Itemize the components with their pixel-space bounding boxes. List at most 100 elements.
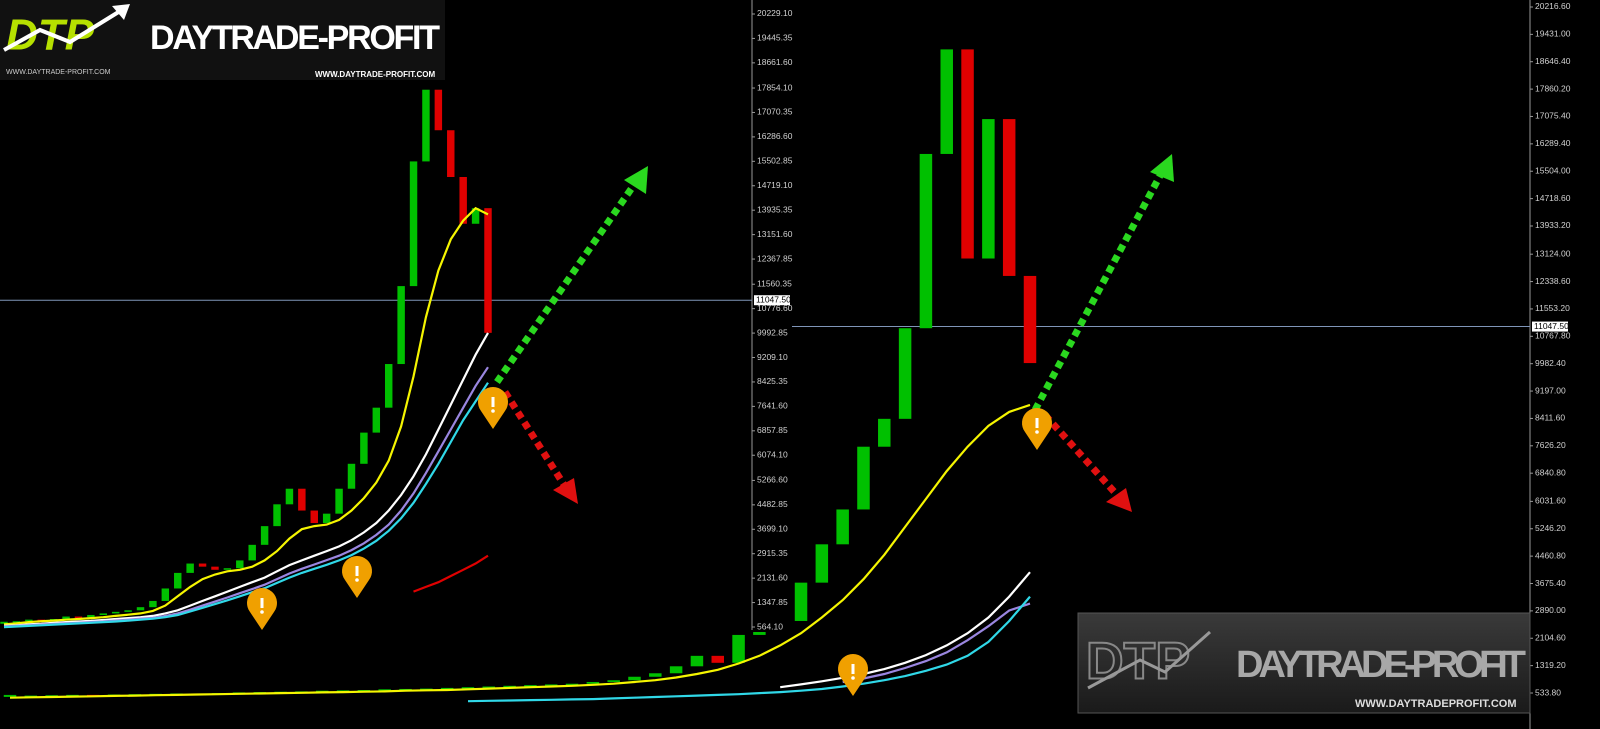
candle — [898, 328, 912, 419]
y-tick-label: 20229.10 — [757, 8, 793, 18]
ma-line — [3, 206, 489, 626]
candle — [940, 49, 953, 154]
candle — [794, 582, 808, 621]
candle — [198, 563, 207, 567]
candle — [440, 687, 454, 690]
y-tick-label: 13124.00 — [1535, 248, 1571, 258]
candle — [397, 286, 405, 365]
candle — [815, 544, 829, 583]
candle — [124, 610, 132, 612]
candle — [471, 208, 480, 224]
candle — [378, 689, 391, 691]
candle — [322, 513, 331, 524]
candle — [87, 614, 95, 618]
y-tick-label: 3699.10 — [757, 524, 788, 534]
y-tick-label: 8411.60 — [1535, 413, 1565, 423]
y-tick-label: 15504.00 — [1535, 165, 1571, 175]
candle — [347, 463, 356, 489]
y-tick-label: 10776.60 — [757, 303, 793, 313]
logo-bg — [1077, 612, 1531, 714]
candle — [459, 176, 467, 224]
y-tick-label: 1347.85 — [757, 597, 788, 607]
candle — [161, 588, 170, 601]
candle — [961, 49, 974, 259]
candle — [3, 694, 17, 697]
candle — [1023, 275, 1037, 364]
y-tick-label: 564.10 — [757, 621, 783, 631]
y-tick-label: 17075.40 — [1535, 111, 1571, 121]
candle — [62, 616, 70, 620]
y-tick-label: 17854.10 — [757, 82, 793, 92]
y-tick-label: 11560.35 — [757, 278, 792, 288]
candle — [149, 600, 157, 608]
pin — [478, 387, 508, 429]
y-tick-label: 19445.35 — [757, 33, 793, 43]
up-arrow — [494, 180, 639, 384]
arrows — [494, 154, 1174, 512]
left-logo: DTP DAYTRADE-PROFIT WWW.DAYTRADE-PROFIT.… — [0, 0, 445, 80]
y-tick-label: 4482.85 — [757, 499, 788, 509]
y-tick-label: 3675.40 — [1535, 578, 1566, 588]
ma-line — [413, 554, 489, 593]
candle — [223, 568, 232, 570]
ma-line — [842, 602, 1031, 684]
candle — [878, 418, 891, 447]
down-arrow — [502, 390, 569, 490]
candle — [136, 607, 145, 611]
y-tick-label: 5246.20 — [1535, 523, 1566, 533]
y-tick-label: 17070.35 — [757, 107, 793, 117]
pins — [247, 387, 1052, 696]
pin — [838, 654, 868, 696]
price-label: 11047.50 — [1534, 321, 1569, 331]
y-tick-label: 9982.40 — [1535, 358, 1566, 368]
logo-name: DAYTRADE-PROFIT — [150, 19, 440, 57]
logo-url: WWW.DAYTRADEPROFIT.COM — [1355, 698, 1517, 710]
y-tick-label: 4460.80 — [1535, 550, 1566, 560]
candle — [711, 655, 724, 663]
candle — [628, 676, 641, 681]
candle — [335, 488, 343, 514]
candle — [99, 613, 108, 615]
y-tick-label: 13151.60 — [757, 229, 793, 239]
candle — [434, 89, 443, 131]
candle — [248, 544, 256, 561]
pin — [1022, 408, 1052, 450]
up-arrow — [1031, 170, 1166, 412]
candle — [649, 673, 662, 677]
down-arrow — [1042, 412, 1121, 499]
candle — [690, 655, 704, 667]
candle — [565, 683, 579, 686]
candle — [186, 563, 194, 573]
candle — [857, 446, 870, 510]
ma-line — [3, 382, 489, 629]
candle — [409, 161, 418, 287]
candle — [174, 572, 182, 589]
y-tick-label: 18661.60 — [757, 57, 793, 67]
y-tick-label: 7641.60 — [757, 401, 788, 411]
y-tick-label: 6074.10 — [757, 449, 788, 459]
ma-line — [9, 403, 1031, 699]
y-tick-label: 16286.60 — [757, 131, 793, 141]
candle — [12, 621, 21, 623]
y-tick-label: 6857.85 — [757, 425, 788, 435]
candle — [482, 686, 496, 689]
right-panel: 20216.60 19431.00 18646.40 17860.20 17075.40… — [3, 0, 1571, 729]
candle — [919, 153, 933, 329]
logo-arrowhead — [112, 4, 130, 20]
candle — [384, 364, 393, 408]
candle — [524, 685, 537, 687]
y-tick-label: 8425.35 — [757, 376, 788, 386]
y-tick-label: 20216.60 — [1535, 1, 1571, 11]
candle — [607, 680, 620, 682]
candle — [25, 619, 33, 622]
candle — [236, 560, 244, 569]
y-tick-label: 15502.85 — [757, 156, 793, 166]
candle — [484, 208, 492, 333]
y-tick-label: 11553.20 — [1535, 303, 1570, 313]
candle — [360, 432, 368, 464]
candle — [422, 89, 430, 162]
left-panel-bg — [0, 0, 792, 632]
candle — [586, 681, 600, 684]
y-tick-label: 10767.80 — [1535, 331, 1571, 341]
